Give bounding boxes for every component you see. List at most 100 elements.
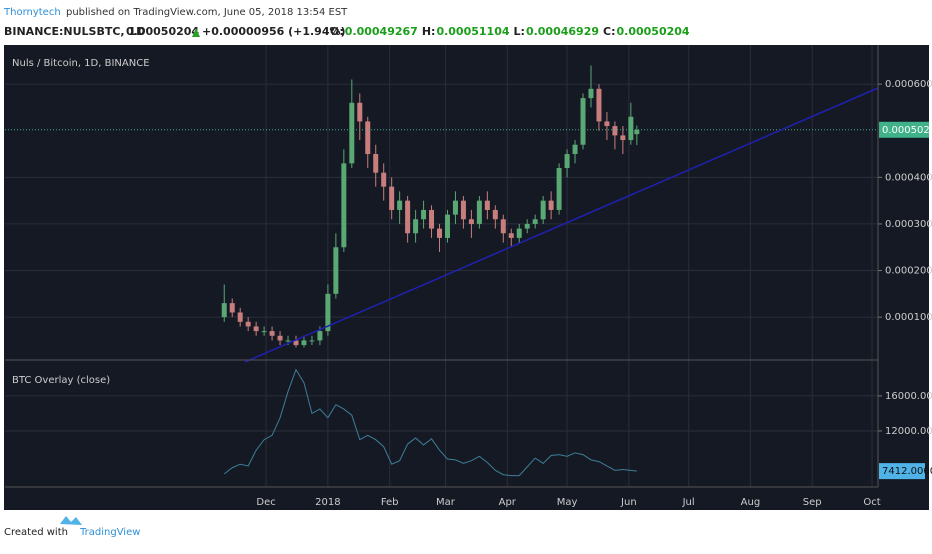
candle-body (468, 219, 474, 224)
candle-body (381, 172, 387, 187)
candle-body (365, 121, 371, 155)
candle-body (269, 331, 275, 336)
last-value-box (879, 463, 925, 480)
candle-body (237, 312, 243, 322)
x-tick-label: Mar (436, 497, 456, 508)
candle-body (580, 98, 586, 145)
btc-line (223, 368, 637, 477)
candle-body (604, 121, 610, 127)
candle-body (293, 340, 299, 346)
candle-body (221, 303, 227, 318)
candle-body (301, 340, 307, 346)
candle-body (253, 326, 259, 332)
candle-body (437, 228, 443, 238)
candle-body (325, 293, 331, 332)
candle-body (516, 228, 522, 238)
y-tick-label: 0.00020000 (885, 266, 932, 277)
pane-title: BTC Overlay (close) (12, 375, 110, 386)
ohlc-value: 0.00051104 (436, 25, 509, 38)
candle-body (245, 321, 251, 327)
candle-body (612, 126, 618, 136)
candle-body (341, 163, 347, 248)
trend-line (244, 87, 879, 363)
candle-body (261, 331, 267, 333)
candle-body (285, 340, 291, 342)
candle-body (429, 209, 435, 229)
y-tick-label: 16000.0000 (885, 391, 932, 402)
ohlc-value: 0.00049267 (345, 25, 418, 38)
candle-body (556, 168, 562, 210)
footer-created: Created with (4, 527, 68, 538)
candle-body (373, 154, 379, 173)
candle-body (405, 200, 411, 234)
ohlc-label: O: (330, 25, 344, 38)
candle-body (357, 102, 363, 122)
pane-title: Nuls / Bitcoin, 1D, BINANCE (12, 58, 150, 69)
last-price-label: 0.00050204 (882, 125, 932, 136)
y-tick-label: 0.00040000 (885, 172, 932, 183)
y-tick-label: 0.00010000 (885, 312, 932, 323)
x-tick-label: May (557, 497, 578, 508)
x-tick-label: Apr (499, 497, 517, 508)
last-value-label: 7412.0000 (882, 466, 932, 477)
candle-body (444, 214, 450, 238)
candle-body (634, 129, 640, 135)
change: +0.00000956 (+1.94%) (202, 25, 346, 38)
x-tick-label: Jul (682, 497, 695, 508)
y-tick-label: 0.00060000 (885, 79, 932, 90)
candle-body (317, 331, 323, 341)
price: 0.00050204 (126, 25, 199, 38)
author[interactable]: Thornytech (3, 7, 61, 18)
x-tick-label: Feb (381, 497, 399, 508)
candle-body (524, 223, 530, 229)
candle-body (500, 219, 506, 234)
ohlc-value: 0.00050204 (617, 25, 690, 38)
candle-body (349, 102, 355, 164)
candle-body (532, 219, 538, 224)
candle-body (508, 233, 514, 238)
candle-body (548, 200, 554, 210)
candle-body (277, 335, 283, 341)
x-tick-label: Oct (863, 497, 880, 508)
candle-body (413, 219, 419, 234)
ohlc: O: 0.00049267 H: 0.00051104 L: 0.00046929 C: 0.… (330, 25, 690, 38)
candle-body (397, 200, 403, 210)
candle-body (620, 135, 626, 141)
x-tick-label: Sep (803, 497, 822, 508)
published: published on TradingView.com, June 05, 2… (66, 7, 348, 18)
footer-brand[interactable]: TradingView (79, 527, 140, 538)
candle-body (540, 200, 546, 220)
candle-body (476, 200, 482, 224)
candle-body (484, 200, 490, 210)
chart-area (4, 45, 929, 510)
candle-body (421, 209, 427, 220)
ohlc-value: 0.00046929 (526, 25, 599, 38)
y-tick-label: 12000.0000 (885, 426, 932, 437)
ohlc-label: H: (422, 25, 436, 38)
candle-body (389, 186, 395, 210)
candle-body (564, 154, 570, 169)
ohlc-label: C: (603, 25, 615, 38)
candle-body (596, 88, 602, 122)
candle-body (628, 116, 634, 141)
last-price-box (879, 121, 929, 138)
candle-body (452, 200, 458, 215)
x-tick-label: 2018 (315, 497, 340, 508)
candle-body (333, 247, 339, 294)
candle-body (460, 200, 466, 220)
candle-body (229, 303, 235, 313)
x-tick-label: Dec (256, 497, 275, 508)
logo (60, 516, 82, 525)
x-tick-label: Aug (741, 497, 761, 508)
candle-body (492, 209, 498, 220)
candle-body (572, 144, 578, 155)
ohlc-label: L: (514, 25, 525, 38)
y-tick-label: 0.00030000 (885, 219, 932, 230)
candle-body (309, 340, 315, 342)
plot: 0.00010000 0.00020000 0.00030000 0.00040000… (5, 45, 932, 508)
up-arrow (192, 28, 200, 37)
symbol: BINANCE:NULSBTC, 1D (4, 25, 145, 38)
x-tick-label: Jun (620, 497, 637, 508)
